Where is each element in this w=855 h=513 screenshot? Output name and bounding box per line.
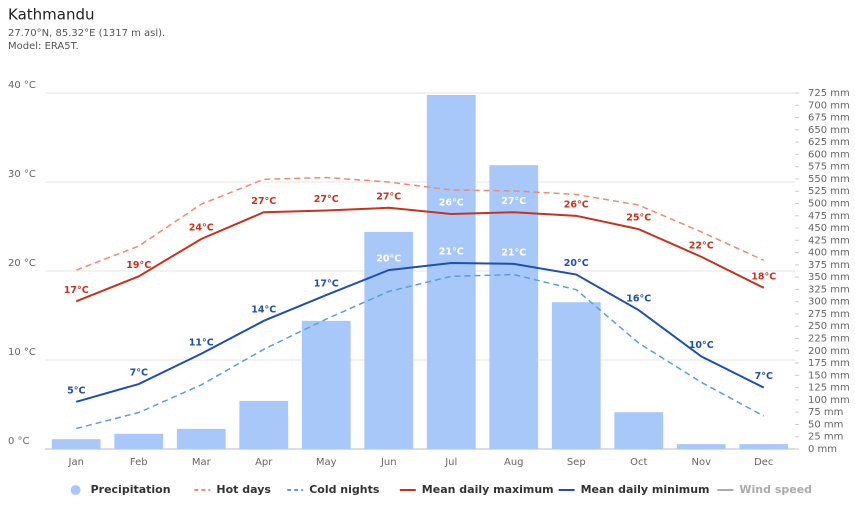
- x-tick-label: Mar: [192, 457, 212, 468]
- data-label: 20°C: [376, 254, 401, 265]
- y2-tick-label: 75 mm: [808, 407, 843, 418]
- y2-tick-label: 600 mm: [808, 149, 850, 160]
- data-label: 27°C: [314, 194, 339, 205]
- legend-label: Mean daily minimum: [581, 483, 710, 496]
- y2-tick-label: 300 mm: [808, 297, 850, 308]
- x-tick-label: Apr: [255, 457, 273, 468]
- bar: [426, 94, 476, 449]
- y2-tick-label: 400 mm: [808, 248, 850, 259]
- y-tick-label: 10 °C: [8, 347, 36, 358]
- legend-label: Precipitation: [91, 483, 171, 496]
- bar: [239, 400, 289, 449]
- line: [75, 206, 765, 303]
- bar: [676, 444, 726, 449]
- x-tick-label: Jan: [68, 457, 84, 468]
- y2-tick-label: 100 mm: [808, 395, 850, 406]
- data-label: 26°C: [564, 199, 589, 210]
- y-tick-label: 30 °C: [8, 169, 36, 180]
- y-tick-label: 20 °C: [8, 258, 36, 269]
- y2-tick-label: 50 mm: [808, 419, 843, 430]
- data-label: 7°C: [130, 368, 148, 379]
- y2-tick-label: 450 mm: [808, 223, 850, 234]
- legend-marker: [70, 485, 81, 495]
- y2-tick-label: 675 mm: [808, 113, 850, 124]
- y2-tick-label: 200 mm: [808, 346, 850, 357]
- x-tick-label: Feb: [130, 457, 148, 468]
- data-label: 22°C: [689, 240, 714, 251]
- y2-tick-label: 0 mm: [808, 444, 837, 455]
- data-label: 11°C: [189, 337, 214, 348]
- legend-label: Mean daily maximum: [422, 483, 554, 496]
- x-tick-label: Oct: [630, 457, 647, 468]
- data-label: 26°C: [439, 198, 464, 209]
- bar: [301, 320, 351, 449]
- y2-tick-label: 225 mm: [808, 334, 850, 345]
- bar: [614, 412, 664, 449]
- data-label: 16°C: [626, 294, 651, 305]
- x-tick-label: Dec: [754, 457, 773, 468]
- y2-tick-label: 650 mm: [808, 125, 850, 136]
- data-label: 18°C: [751, 271, 776, 282]
- data-label: 14°C: [251, 304, 276, 315]
- data-label: 27°C: [501, 196, 526, 207]
- y-tick-label: 0 °C: [8, 436, 30, 447]
- subtitle: 27.70°N, 85.32°E (1317 m asl).: [8, 28, 165, 39]
- bar: [739, 444, 789, 449]
- data-label: 21°C: [501, 247, 526, 258]
- data-label: 20°C: [564, 258, 589, 269]
- data-label: 5°C: [67, 385, 85, 396]
- y2-tick-label: 175 mm: [808, 358, 850, 369]
- y2-tick-label: 125 mm: [808, 383, 850, 394]
- x-tick-label: Jul: [444, 457, 457, 468]
- y2-tick-label: 250 mm: [808, 321, 850, 332]
- y2-tick-label: 325 mm: [808, 284, 850, 295]
- line: [75, 261, 765, 403]
- data-label: 27°C: [251, 196, 276, 207]
- legend-label: Hot days: [216, 483, 271, 496]
- x-tick-label: Sep: [567, 457, 586, 468]
- subtitle: Model: ERA5T.: [8, 41, 79, 52]
- data-label: 7°C: [755, 371, 773, 382]
- legend-label: Cold nights: [309, 483, 380, 496]
- y2-tick-label: 500 mm: [808, 198, 850, 209]
- data-label: 17°C: [64, 285, 89, 296]
- y2-tick-label: 150 mm: [808, 370, 850, 381]
- y2-tick-label: 275 mm: [808, 309, 850, 320]
- y2-tick-label: 475 mm: [808, 211, 850, 222]
- bar: [114, 433, 164, 449]
- x-tick-label: Jun: [380, 457, 397, 468]
- y2-tick-label: 625 mm: [808, 137, 850, 148]
- y2-tick-label: 425 mm: [808, 235, 850, 246]
- bar: [176, 428, 226, 449]
- line: [75, 176, 765, 271]
- y-tick-label: 40 °C: [8, 80, 36, 91]
- data-label: 19°C: [126, 260, 151, 271]
- x-tick-label: May: [316, 457, 337, 468]
- x-tick-label: Nov: [691, 457, 711, 468]
- data-label: 25°C: [626, 213, 651, 224]
- y2-tick-label: 700 mm: [808, 100, 850, 111]
- bar: [51, 439, 101, 449]
- y2-tick-label: 350 mm: [808, 272, 850, 283]
- chart-title: Kathmandu: [8, 6, 95, 24]
- y2-tick-label: 575 mm: [808, 162, 850, 173]
- y2-tick-label: 550 mm: [808, 174, 850, 185]
- data-label: 17°C: [314, 279, 339, 290]
- data-label: 24°C: [189, 222, 214, 233]
- data-label: 21°C: [439, 246, 464, 257]
- data-label: 10°C: [689, 340, 714, 351]
- y2-tick-label: 25 mm: [808, 432, 843, 443]
- bar: [489, 165, 539, 449]
- data-label: 27°C: [376, 191, 401, 202]
- legend-label: Wind speed: [739, 483, 812, 496]
- line: [76, 273, 765, 430]
- bar: [551, 302, 601, 449]
- y2-tick-label: 525 mm: [808, 186, 850, 197]
- y2-tick-label: 375 mm: [808, 260, 850, 271]
- x-tick-label: Aug: [504, 457, 524, 468]
- y2-tick-label: 725 mm: [808, 88, 850, 99]
